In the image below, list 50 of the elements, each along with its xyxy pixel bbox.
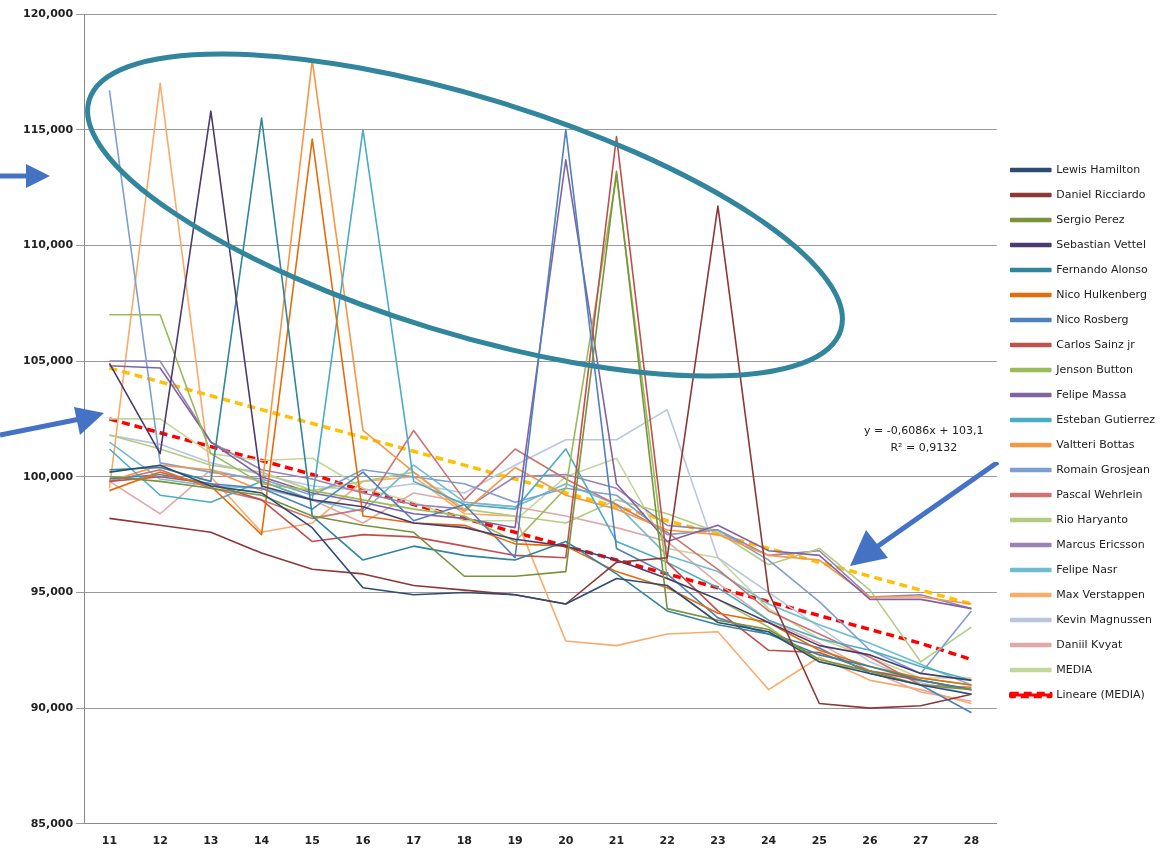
legend-label: Nico Hulkenberg	[1056, 287, 1147, 301]
x-tick-label: 25	[811, 834, 827, 848]
y-tick-label: 115,000	[22, 122, 74, 136]
legend-label: MEDIA	[1056, 662, 1093, 676]
legend-label: Kevin Magnussen	[1056, 612, 1153, 626]
y-tick-label: 120,000	[22, 6, 74, 20]
legend-label: Lineare (MEDIA)	[1056, 687, 1145, 701]
legend-label: Sebastian Vettel	[1056, 237, 1146, 251]
x-tick-label: 20	[558, 834, 574, 848]
legend-label: Daniil Kvyat	[1056, 637, 1124, 651]
annotation: R² = 0,9132	[890, 440, 958, 454]
x-tick-label: 12	[152, 834, 168, 848]
x-tick-label: 24	[760, 834, 777, 848]
x-tick-label: 16	[355, 834, 371, 848]
legend-label: Romain Grosjean	[1056, 462, 1150, 476]
y-tick-label: 110,000	[22, 238, 74, 252]
x-tick-label: 18	[456, 834, 473, 848]
x-tick-label: 19	[507, 834, 523, 848]
legend-label: Sergio Perez	[1056, 212, 1125, 226]
legend-label: Fernando Alonso	[1056, 262, 1148, 276]
x-tick-label: 17	[406, 834, 422, 848]
y-tick-label: 90,000	[30, 700, 74, 714]
x-tick-label: 13	[203, 834, 219, 848]
y-tick-label: 85,000	[30, 816, 74, 830]
x-tick-label: 27	[913, 834, 929, 848]
x-tick-label: 26	[862, 834, 878, 848]
legend-label: Jenson Button	[1055, 362, 1134, 376]
legend-label: Rio Haryanto	[1056, 512, 1129, 526]
legend-label: Felipe Nasr	[1056, 562, 1118, 576]
legend-label: Valtteri Bottas	[1056, 437, 1135, 451]
annotation: y = -0,6086x + 103,1	[864, 423, 984, 437]
legend-label: Daniel Ricciardo	[1056, 187, 1146, 201]
x-tick-label: 22	[659, 834, 675, 848]
legend-label: Max Verstappen	[1056, 587, 1145, 601]
y-tick-label: 95,000	[30, 585, 74, 599]
legend-label: Pascal Wehrlein	[1056, 487, 1143, 501]
x-tick-label: 15	[304, 834, 320, 848]
x-tick-label: 21	[608, 834, 625, 848]
legend-label: Lewis Hamilton	[1056, 162, 1141, 176]
legend-label: Carlos Sainz jr	[1056, 337, 1136, 351]
legend-label: Esteban Gutierrez	[1056, 412, 1156, 426]
x-tick-label: 28	[963, 834, 980, 848]
legend-label: Nico Rosberg	[1056, 312, 1129, 326]
y-tick-label: 100,000	[22, 469, 74, 483]
legend-label: Marcus Ericsson	[1056, 537, 1145, 551]
x-tick-label: 14	[253, 834, 270, 848]
y-tick-label: 105,000	[22, 353, 74, 367]
x-tick-label: 11	[101, 834, 118, 848]
x-tick-label: 23	[710, 834, 726, 848]
legend-label: Felipe Massa	[1056, 387, 1127, 401]
